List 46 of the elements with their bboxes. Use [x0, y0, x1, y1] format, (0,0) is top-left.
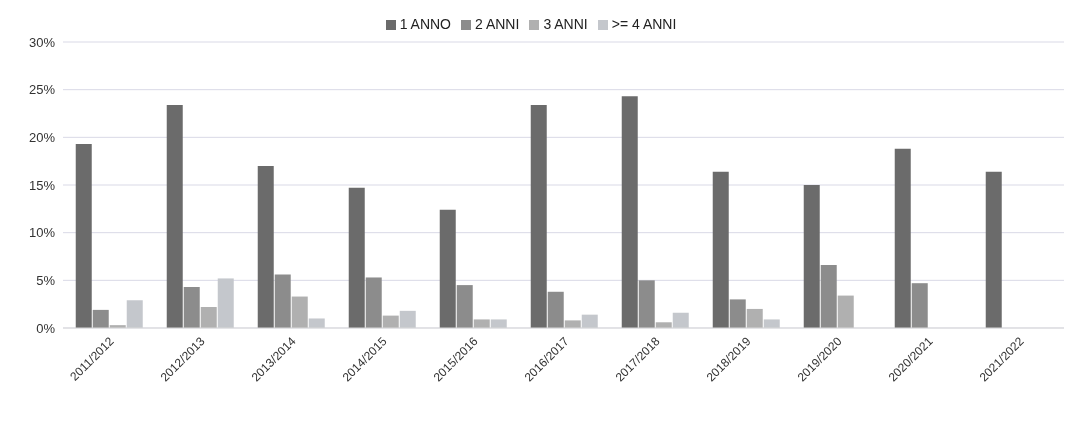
bar [746, 308, 763, 328]
bar [439, 209, 456, 328]
bar [985, 171, 1002, 328]
bar [547, 291, 564, 328]
bar [621, 96, 638, 328]
y-tick-label: 5% [36, 272, 56, 288]
legend-label: >= 4 ANNI [611, 16, 677, 32]
bar [399, 310, 416, 328]
bar [92, 309, 109, 328]
bar [274, 274, 291, 328]
bar [291, 296, 308, 328]
bar [638, 280, 655, 328]
y-tick-label: 15% [28, 177, 56, 193]
bar [75, 144, 92, 328]
bar [894, 148, 911, 328]
bar [126, 300, 143, 328]
legend-label: 1 ANNO [399, 16, 452, 32]
legend-label: 2 ANNI [475, 16, 520, 32]
legend-label: 3 ANNI [543, 16, 588, 32]
bar [803, 185, 820, 328]
y-tick-label: 25% [28, 82, 56, 98]
bar [200, 307, 217, 328]
bar [672, 312, 689, 328]
bar [712, 171, 729, 328]
y-tick-label: 30% [28, 34, 56, 50]
bar [581, 314, 598, 328]
bar [490, 319, 507, 328]
bar [473, 319, 490, 328]
bar [837, 295, 854, 328]
bar [183, 287, 200, 328]
bar [308, 318, 325, 328]
bar [217, 278, 234, 328]
bar [763, 319, 780, 328]
bar [456, 285, 473, 328]
bar [348, 187, 365, 328]
y-tick-label: 10% [28, 225, 56, 241]
bar [365, 277, 382, 328]
bar [911, 283, 928, 328]
bar [729, 299, 746, 328]
bar [530, 104, 547, 328]
bar [564, 320, 581, 328]
y-tick-label: 0% [36, 320, 56, 336]
bar [257, 165, 274, 328]
y-tick-label: 20% [28, 129, 56, 145]
bar [166, 104, 183, 328]
bar [820, 265, 837, 328]
